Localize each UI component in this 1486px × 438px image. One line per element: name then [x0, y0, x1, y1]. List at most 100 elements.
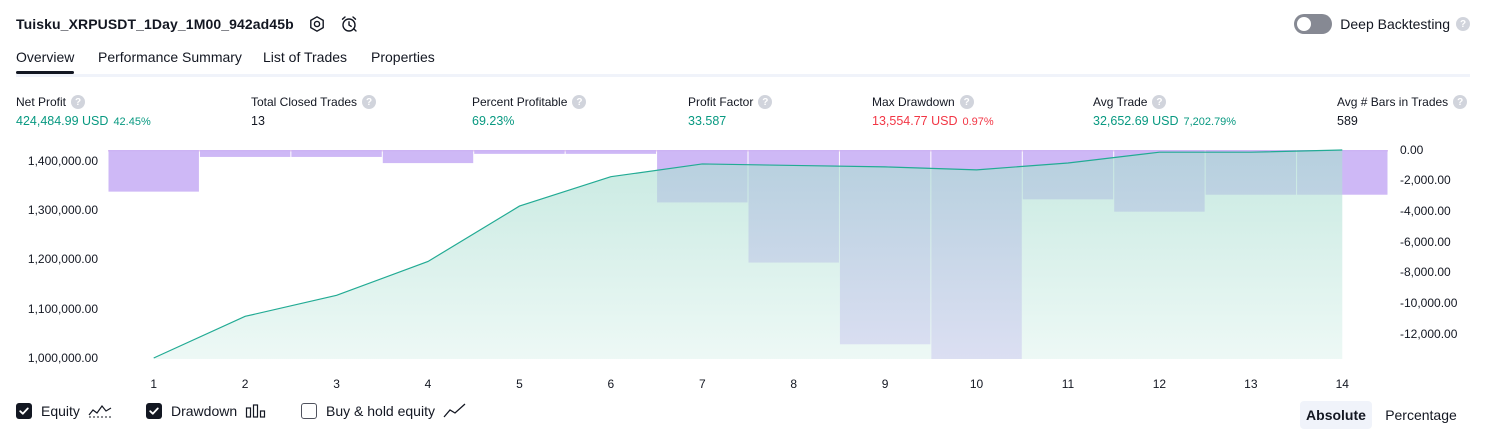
settings-icon[interactable]: [308, 15, 326, 33]
metric-value: 32,652.69 USD: [1093, 114, 1179, 128]
x-axis-tick: 4: [424, 377, 432, 391]
right-axis-tick: -8,000.00: [1400, 265, 1451, 279]
metric-label: Max Drawdown: [872, 95, 955, 109]
left-axis-tick: 1,200,000.00: [27, 252, 98, 266]
metric-value: 13: [251, 114, 265, 128]
help-icon[interactable]: ?: [71, 95, 86, 109]
tab-list-of-trades[interactable]: List of Trades: [263, 49, 348, 65]
x-axis-tick: 14: [1335, 377, 1349, 391]
deep-backtesting: Deep Backtesting ?: [1294, 14, 1470, 34]
metric-total-closed-trades: Total Closed Trades? 13: [251, 94, 377, 130]
drawdown-bar: [108, 150, 199, 192]
x-axis-tick: 5: [516, 377, 523, 391]
metric-value: 424,484.99 USD: [16, 114, 109, 128]
equity-icon: [88, 403, 112, 419]
metric-label: Net Profit: [16, 95, 67, 109]
drawdown-bar: [291, 150, 382, 157]
drawdown-baseline: [108, 150, 1388, 152]
metric-percent-profitable: Percent Profitable? 69.23%: [472, 94, 587, 130]
drawdown-bars-icon: [245, 403, 267, 419]
help-icon[interactable]: ?: [1152, 95, 1167, 109]
absolute-button[interactable]: Absolute: [1300, 401, 1372, 429]
drawdown-bar: [931, 150, 1022, 359]
percentage-button[interactable]: Percentage: [1385, 407, 1457, 423]
right-axis-tick: -10,000.00: [1400, 296, 1458, 310]
metric-max-drawdown: Max Drawdown? 13,554.77 USD 0.97%: [872, 94, 994, 130]
metric-label: Avg # Bars in Trades: [1337, 95, 1449, 109]
help-icon[interactable]: ?: [758, 95, 773, 109]
left-axis-tick: 1,000,000.00: [27, 351, 98, 365]
x-axis-tick: 3: [333, 377, 340, 391]
metric-label: Avg Trade: [1093, 95, 1148, 109]
metric-value: 589: [1337, 114, 1358, 128]
help-icon[interactable]: ?: [959, 95, 974, 109]
metric-net-profit: Net Profit? 424,484.99 USD 42.45%: [16, 94, 151, 130]
tab-properties[interactable]: Properties: [371, 49, 435, 65]
legend-label: Equity: [41, 403, 80, 419]
deep-backtesting-label: Deep Backtesting: [1340, 16, 1450, 32]
equity-area: [153, 150, 1343, 359]
help-icon[interactable]: ?: [1453, 95, 1468, 109]
tab-bar: Overview Performance Summary List of Tra…: [16, 44, 1470, 77]
help-icon[interactable]: ?: [362, 95, 377, 109]
legend-drawdown[interactable]: Drawdown: [146, 403, 267, 419]
x-axis-tick: 11: [1061, 377, 1075, 391]
metric-avg-trade: Avg Trade? 32,652.69 USD 7,202.79%: [1093, 94, 1236, 130]
metric-label: Profit Factor: [688, 95, 754, 109]
x-axis-tick: 2: [241, 377, 249, 391]
metric-percent: 42.45%: [113, 116, 151, 128]
x-axis-tick: 6: [607, 377, 615, 391]
tab-performance-summary[interactable]: Performance Summary: [98, 49, 242, 65]
right-axis-tick: 0.00: [1400, 143, 1424, 157]
legend-label: Drawdown: [171, 403, 238, 419]
drawdown-bar: [1205, 150, 1297, 195]
drawdown-bar: [1022, 150, 1114, 200]
drawdown-bar: [1114, 150, 1205, 212]
line-chart-icon: [443, 403, 467, 419]
drawdown-bar: [839, 150, 931, 345]
deep-backtesting-toggle[interactable]: [1294, 14, 1333, 34]
metric-label: Percent Profitable: [472, 95, 568, 109]
metric-value: 33.587: [688, 114, 727, 128]
metric-profit-factor: Profit Factor? 33.587: [688, 94, 773, 130]
right-axis-tick: -6,000.00: [1400, 235, 1451, 249]
drawdown-bar: [199, 150, 291, 157]
checkbox-checked-icon[interactable]: [146, 403, 162, 419]
right-axis-tick: -12,000.00: [1400, 327, 1458, 341]
x-axis-tick: 7: [698, 377, 706, 391]
tab-overview[interactable]: Overview: [16, 49, 75, 74]
left-axis-tick: 1,100,000.00: [27, 302, 98, 316]
checkbox-unchecked-icon[interactable]: [301, 403, 317, 419]
help-icon[interactable]: ?: [1456, 17, 1470, 31]
drawdown-bar: [474, 150, 565, 154]
legend-buy-hold-equity[interactable]: Buy & hold equity: [301, 403, 467, 419]
metric-avg-bars-in-trades: Avg # Bars in Trades? 589: [1337, 94, 1468, 130]
left-axis-tick: 1,400,000.00: [27, 154, 98, 168]
x-axis-tick: 9: [881, 377, 889, 391]
equity-line: [153, 149, 1343, 359]
x-axis-tick: 12: [1152, 377, 1167, 391]
checkbox-checked-icon[interactable]: [16, 403, 32, 419]
legend-label: Buy & hold equity: [326, 403, 435, 419]
header: Tuisku_XRPUSDT_1Day_1M00_942ad45b: [16, 12, 358, 36]
x-axis-tick: 8: [790, 377, 798, 391]
drawdown-bar: [382, 150, 474, 164]
metric-percent: 0.97%: [962, 116, 994, 128]
alarm-clock-icon[interactable]: [340, 15, 358, 33]
x-axis-tick: 13: [1244, 377, 1258, 391]
right-axis-tick: -4,000.00: [1400, 204, 1451, 218]
drawdown-bar: [1297, 150, 1388, 195]
strategy-title: Tuisku_XRPUSDT_1Day_1M00_942ad45b: [16, 16, 294, 32]
drawdown-bar: [565, 150, 657, 154]
drawdown-bar: [657, 150, 748, 203]
help-icon[interactable]: ?: [572, 95, 587, 109]
left-axis-tick: 1,300,000.00: [27, 203, 98, 217]
metric-value: 13,554.77 USD: [872, 114, 958, 128]
drawdown-bar: [748, 150, 839, 263]
metric-value: 69.23%: [472, 114, 515, 128]
x-axis-tick: 10: [969, 377, 984, 391]
right-axis-tick: -2,000.00: [1400, 173, 1451, 187]
metric-percent: 7,202.79%: [1183, 116, 1237, 128]
legend-equity[interactable]: Equity: [16, 403, 112, 419]
metric-label: Total Closed Trades: [251, 95, 358, 109]
